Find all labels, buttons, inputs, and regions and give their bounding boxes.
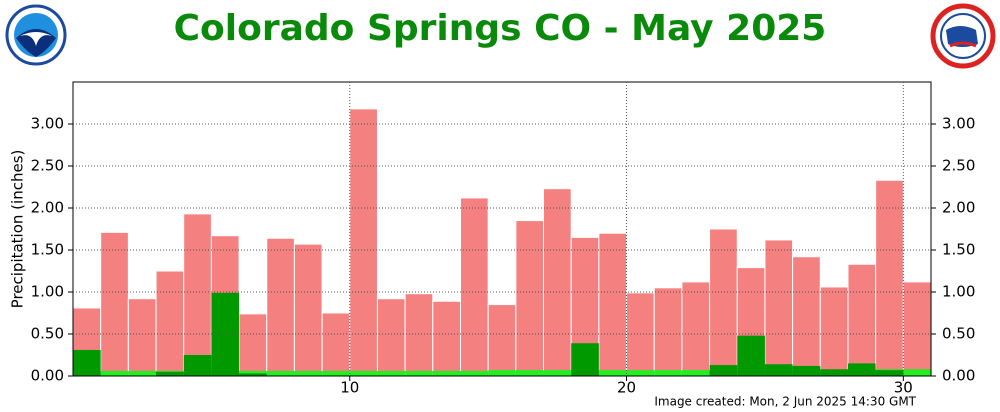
- bar: [543, 188, 572, 377]
- y2-tick-label: 0.50: [942, 325, 975, 343]
- y-tick-label: 0.50: [31, 325, 64, 343]
- bar: [100, 231, 129, 377]
- bar: [432, 300, 461, 377]
- bar: [211, 292, 240, 376]
- y-tick-label: 0.00: [31, 367, 64, 385]
- bar: [432, 370, 461, 376]
- y-tick-label: 1.50: [31, 241, 64, 259]
- bar: [487, 304, 517, 377]
- footer: Image created: Mon, 2 Jun 2025 14:30 GMT: [654, 395, 916, 409]
- bar: [847, 363, 876, 376]
- bar: [515, 220, 545, 377]
- y-tick-label: 2.50: [31, 157, 64, 175]
- bar: [349, 370, 378, 376]
- y-tick-label: 1.00: [31, 283, 64, 301]
- noaa-logo: [5, 4, 67, 66]
- bar: [405, 370, 433, 376]
- bar: [238, 313, 268, 377]
- bar: [543, 370, 572, 376]
- bar: [902, 281, 932, 377]
- y2-tick-label: 1.50: [942, 241, 975, 259]
- bar: [377, 370, 406, 376]
- bar: [128, 370, 157, 376]
- bar: [488, 370, 516, 376]
- nws-logo: [930, 3, 996, 69]
- y2-tick-label: 2.50: [942, 157, 975, 175]
- bar: [376, 298, 406, 377]
- chart-title: Colorado Springs CO - May 2025: [174, 8, 827, 49]
- bar: [266, 237, 295, 377]
- y-tick-label: 3.00: [31, 115, 64, 133]
- bar: [155, 270, 185, 377]
- bar: [294, 370, 323, 376]
- bar: [820, 369, 848, 376]
- bar: [764, 239, 794, 377]
- bar: [709, 228, 738, 377]
- bar: [156, 371, 184, 376]
- y2-tick-label: 3.00: [942, 115, 975, 133]
- bar: [515, 370, 544, 376]
- bar: [459, 197, 489, 377]
- bar: [183, 355, 212, 376]
- bar: [183, 213, 212, 377]
- bar: [792, 365, 821, 376]
- bar: [654, 370, 682, 376]
- bar: [764, 364, 793, 376]
- bar: [127, 298, 157, 377]
- bar: [239, 370, 267, 376]
- y2-tick-label: 1.00: [942, 283, 975, 301]
- y-tick-label: 2.00: [31, 199, 64, 217]
- y-axis-label: Precipitation (inches): [9, 150, 27, 309]
- bar: [875, 179, 904, 377]
- bar: [847, 263, 877, 377]
- bar: [100, 370, 129, 376]
- bar: [681, 370, 710, 376]
- y2-tick-label: 0.00: [942, 367, 975, 385]
- bar: [321, 312, 351, 377]
- bar: [404, 293, 434, 377]
- bar: [266, 370, 295, 376]
- bar: [239, 373, 267, 376]
- bar: [653, 287, 683, 377]
- bar: [349, 108, 378, 377]
- bar: [819, 286, 849, 377]
- bar: [571, 343, 599, 376]
- x-tick-label: 20: [617, 379, 636, 397]
- x-tick-label: 10: [340, 379, 359, 397]
- bar: [681, 281, 711, 377]
- bar: [598, 370, 627, 376]
- plot-frame: [72, 81, 932, 377]
- plot-area: [72, 108, 932, 377]
- bar: [460, 370, 489, 376]
- bar: [709, 365, 738, 376]
- x-tick-label: 30: [894, 379, 913, 397]
- bar: [73, 349, 101, 376]
- bar: [903, 369, 931, 376]
- y2-tick-label: 2.00: [942, 199, 975, 217]
- bar: [293, 243, 323, 377]
- bar: [322, 370, 350, 376]
- bar: [598, 232, 628, 377]
- bar: [875, 370, 904, 376]
- bar: [737, 335, 765, 376]
- bar: [792, 256, 821, 377]
- bar: [626, 370, 655, 376]
